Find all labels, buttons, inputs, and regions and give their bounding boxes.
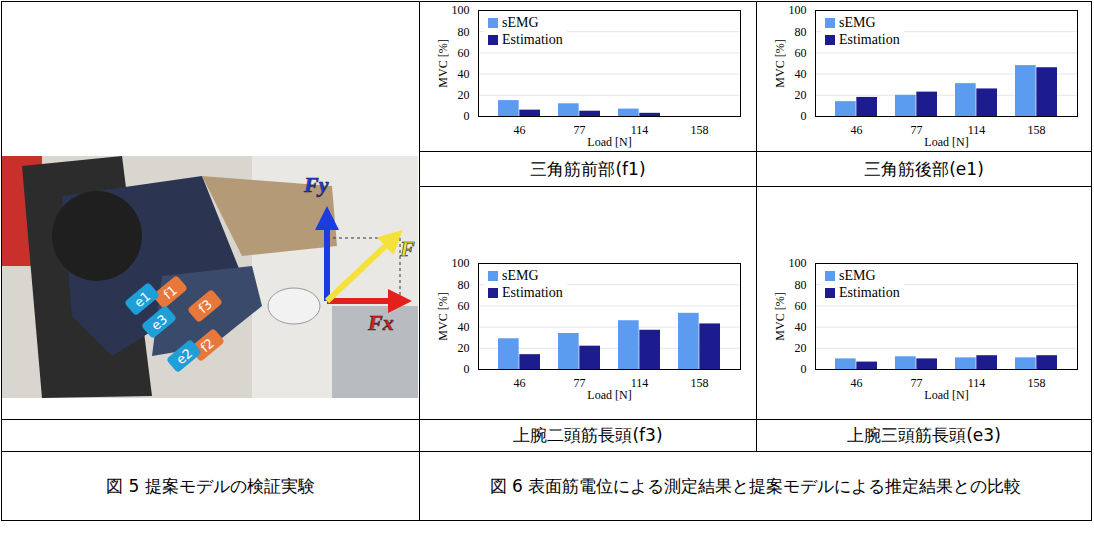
svg-text:158: 158 [1028,123,1046,137]
html-text:図 6 表面筋電位による測定結果と提案モデルによる推定結果と: 図 6 表面筋電位による測定結果と提案モデルによる推定結果との比較 [489,475,1022,496]
svg-text:F: F [399,236,415,261]
html-text:sEMG: sEMG [502,15,539,30]
html-text:Estimation: Estimation [839,32,900,47]
svg-text:114: 114 [631,376,649,390]
svg-text:100: 100 [452,257,470,270]
svg-text:77: 77 [911,123,923,137]
html-text:Estimation: Estimation [502,32,563,47]
svg-text:77: 77 [574,376,586,390]
html-text:三角筋前部(f1): 三角筋前部(f1) [530,158,646,179]
svg-text:f2: f2 [198,336,217,356]
html-text:sEMG: sEMG [839,268,876,283]
svg-text:77: 77 [574,123,586,137]
svg-text:0: 0 [464,109,470,123]
svg-text:100: 100 [789,257,807,270]
svg-text:80: 80 [458,25,470,39]
svg-text:20: 20 [795,88,807,102]
html-text:三角筋後部(e1): 三角筋後部(e1) [864,158,984,179]
svg-text:114: 114 [631,123,649,137]
html-text:上腕三頭筋長頭(e3): 上腕三頭筋長頭(e3) [847,425,1001,445]
svg-text:20: 20 [458,341,470,355]
svg-text:40: 40 [458,67,470,81]
svg-text:100: 100 [789,4,807,17]
html-text:sEMG: sEMG [502,268,539,283]
svg-text:e1: e1 [131,288,153,310]
svg-text:46: 46 [514,376,526,390]
svg-text:60: 60 [458,299,470,313]
svg-text:114: 114 [968,123,986,137]
svg-text:158: 158 [1028,376,1046,390]
html-text:Estimation: Estimation [502,285,563,300]
svg-text:20: 20 [458,88,470,102]
svg-text:77: 77 [911,376,923,390]
svg-text:40: 40 [795,320,807,334]
svg-text:0: 0 [801,109,807,123]
svg-text:Fx: Fx [367,310,394,335]
svg-text:f3: f3 [196,297,215,317]
svg-text:f1: f1 [161,283,180,303]
svg-text:0: 0 [801,362,807,376]
svg-text:Fy: Fy [303,172,329,197]
svg-text:20: 20 [795,341,807,355]
svg-text:46: 46 [514,123,526,137]
html-text:Estimation: Estimation [839,285,900,300]
svg-text:MVC [%]: MVC [%] [773,292,787,340]
svg-text:80: 80 [458,278,470,292]
svg-text:Load [N]: Load [N] [587,388,631,402]
svg-text:MVC [%]: MVC [%] [436,39,450,87]
svg-text:e3: e3 [148,311,170,333]
html-text:図 5 提案モデルの検証実験: 図 5 提案モデルの検証実験 [106,475,315,496]
html-text:sEMG: sEMG [839,15,876,30]
svg-text:100: 100 [452,4,470,17]
svg-text:e2: e2 [173,345,195,367]
html-text:上腕二頭筋長頭(f3): 上腕二頭筋長頭(f3) [513,425,663,445]
svg-text:80: 80 [795,25,807,39]
svg-text:MVC [%]: MVC [%] [436,292,450,340]
svg-text:80: 80 [795,278,807,292]
svg-text:0: 0 [464,362,470,376]
svg-text:40: 40 [795,67,807,81]
svg-text:MVC [%]: MVC [%] [773,39,787,87]
svg-text:114: 114 [968,376,986,390]
svg-text:Load [N]: Load [N] [924,388,968,402]
svg-text:158: 158 [691,123,709,137]
svg-text:60: 60 [458,46,470,60]
svg-text:60: 60 [795,299,807,313]
svg-text:46: 46 [851,376,863,390]
svg-text:158: 158 [691,376,709,390]
svg-text:Load [N]: Load [N] [587,135,631,149]
svg-text:46: 46 [851,123,863,137]
svg-text:Load [N]: Load [N] [924,135,968,149]
svg-text:60: 60 [795,46,807,60]
svg-text:40: 40 [458,320,470,334]
